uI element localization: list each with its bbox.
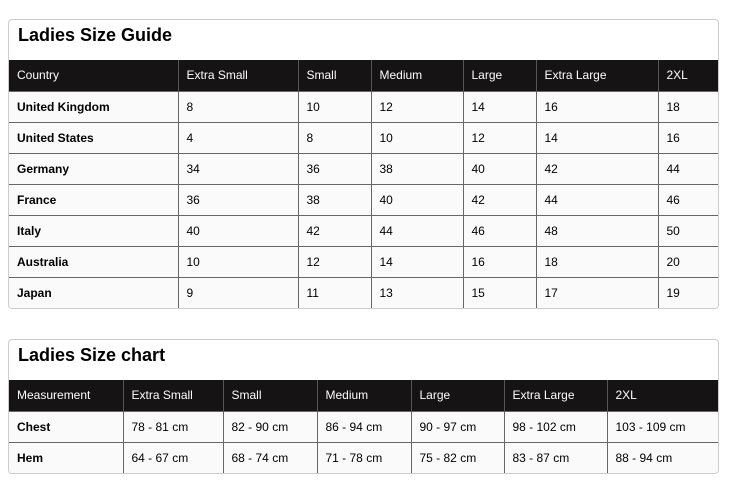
table-cell: 4 — [177, 121, 299, 154]
table-cell: 8 — [177, 90, 299, 123]
table-cell: 18 — [657, 90, 718, 123]
row-label: Germany — [9, 152, 179, 185]
table-row: Hem 64 - 67 cm 68 - 74 cm 71 - 78 cm 75 - 82… — [9, 441, 718, 473]
table-cell: 40 — [177, 214, 299, 247]
table-row: United Kingdom 8 10 12 14 16 18 — [9, 90, 718, 123]
column-header: Extra Large — [503, 380, 607, 411]
column-header: Country — [9, 60, 178, 91]
table-cell: 48 — [535, 214, 659, 247]
column-header: Measurement — [9, 380, 123, 411]
table-cell: 10 — [297, 90, 372, 123]
row-label: Australia — [9, 245, 179, 278]
table-cell: 71 - 78 cm — [316, 441, 412, 473]
size-chart-card: Ladies Size chart Measurement Extra Small… — [8, 339, 719, 474]
column-header: Small — [297, 60, 371, 91]
size-chart-title: Ladies Size chart — [18, 345, 166, 365]
table-row: United States 4 8 10 12 14 16 — [9, 121, 718, 154]
table-cell: 78 - 81 cm — [122, 410, 224, 443]
table-cell: 9 — [177, 276, 299, 308]
column-header: Small — [222, 380, 317, 411]
row-label: United Kingdom — [9, 90, 179, 123]
table-cell: 16 — [462, 245, 537, 278]
header-row: Country Extra Small Small Medium Large Extra … — [9, 60, 718, 91]
table-cell: 10 — [370, 121, 464, 154]
column-header: Medium — [316, 380, 411, 411]
table-row: Australia 10 12 14 16 18 20 — [9, 245, 718, 278]
table-cell: 11 — [297, 276, 372, 308]
column-header: Large — [410, 380, 504, 411]
table-cell: 46 — [657, 183, 718, 216]
table-cell: 13 — [370, 276, 464, 308]
table-cell: 44 — [535, 183, 659, 216]
table-cell: 36 — [297, 152, 372, 185]
row-label: Chest — [9, 410, 124, 443]
table-cell: 12 — [297, 245, 372, 278]
header-row: Measurement Extra Small Small Medium Large Ex… — [9, 380, 718, 411]
column-header: 2XL — [606, 380, 718, 411]
table-cell: 16 — [535, 90, 659, 123]
table-cell: 16 — [657, 121, 718, 154]
table-cell: 68 - 74 cm — [222, 441, 318, 473]
table-cell: 50 — [657, 214, 718, 247]
row-label: Japan — [9, 276, 179, 308]
table-cell: 64 - 67 cm — [122, 441, 224, 473]
size-chart-table: Measurement Extra Small Small Medium Large Ex… — [9, 380, 718, 473]
row-label: Hem — [9, 441, 124, 473]
table-cell: 103 - 109 cm — [606, 410, 718, 443]
row-label: France — [9, 183, 179, 216]
column-header: 2XL — [657, 60, 718, 91]
table-row: Italy 40 42 44 46 48 50 — [9, 214, 718, 247]
table-cell: 14 — [535, 121, 659, 154]
table-cell: 90 - 97 cm — [410, 410, 505, 443]
table-cell: 75 - 82 cm — [410, 441, 505, 473]
table-row: Japan 9 11 13 15 17 19 — [9, 276, 718, 308]
column-header: Extra Small — [122, 380, 223, 411]
table-cell: 15 — [462, 276, 537, 308]
size-guide-card: Ladies Size Guide Country Extra Small Smal… — [8, 19, 719, 309]
column-header: Extra Large — [535, 60, 658, 91]
column-header: Medium — [370, 60, 463, 91]
table-cell: 19 — [657, 276, 718, 308]
table-cell: 44 — [657, 152, 718, 185]
table-cell: 8 — [297, 121, 372, 154]
table-row: Germany 34 36 38 40 42 44 — [9, 152, 718, 185]
table-cell: 82 - 90 cm — [222, 410, 318, 443]
table-cell: 40 — [370, 183, 464, 216]
table-cell: 46 — [462, 214, 537, 247]
row-label: United States — [9, 121, 179, 154]
table-cell: 14 — [370, 245, 464, 278]
table-row: Chest 78 - 81 cm 82 - 90 cm 86 - 94 cm 90 - … — [9, 410, 718, 443]
table-cell: 14 — [462, 90, 537, 123]
table-cell: 44 — [370, 214, 464, 247]
table-cell: 42 — [297, 214, 372, 247]
table-cell: 36 — [177, 183, 299, 216]
table-cell: 10 — [177, 245, 299, 278]
table-cell: 12 — [462, 121, 537, 154]
table-row: France 36 38 40 42 44 46 — [9, 183, 718, 216]
table-cell: 12 — [370, 90, 464, 123]
table-cell: 86 - 94 cm — [316, 410, 412, 443]
table-cell: 42 — [535, 152, 659, 185]
table-cell: 20 — [657, 245, 718, 278]
table-cell: 42 — [462, 183, 537, 216]
column-header: Extra Small — [177, 60, 298, 91]
table-cell: 88 - 94 cm — [606, 441, 718, 473]
table-cell: 40 — [462, 152, 537, 185]
table-cell: 17 — [535, 276, 659, 308]
table-cell: 83 - 87 cm — [503, 441, 608, 473]
table-cell: 34 — [177, 152, 299, 185]
table-cell: 38 — [370, 152, 464, 185]
table-cell: 38 — [297, 183, 372, 216]
table-cell: 18 — [535, 245, 659, 278]
column-header: Large — [462, 60, 536, 91]
size-guide-table: Country Extra Small Small Medium Large Extra … — [9, 60, 718, 308]
size-guide-title: Ladies Size Guide — [18, 25, 173, 45]
row-label: Italy — [9, 214, 179, 247]
table-cell: 98 - 102 cm — [503, 410, 608, 443]
